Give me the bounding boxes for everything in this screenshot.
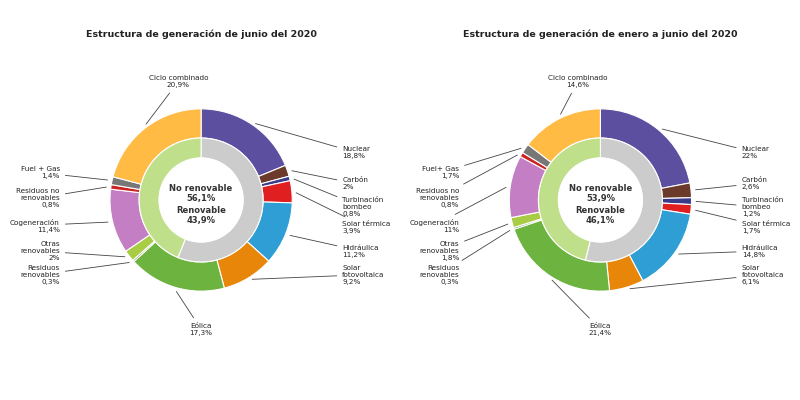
Wedge shape: [217, 242, 269, 288]
Text: Fuel+ Gas
1,7%: Fuel+ Gas 1,7%: [422, 148, 521, 179]
Wedge shape: [520, 153, 547, 170]
Text: Hidráulica
11,2%: Hidráulica 11,2%: [290, 235, 379, 258]
Wedge shape: [258, 165, 289, 184]
Text: Solar
fotovoltaica
6,1%: Solar fotovoltaica 6,1%: [630, 265, 784, 289]
Text: Ciclo combinado
14,6%: Ciclo combinado 14,6%: [548, 75, 607, 114]
Wedge shape: [601, 109, 690, 188]
Wedge shape: [606, 255, 642, 291]
Text: Eólica
17,3%: Eólica 17,3%: [177, 292, 213, 336]
Wedge shape: [528, 109, 601, 162]
Text: Otras
renovables
2%: Otras renovables 2%: [20, 241, 125, 261]
Wedge shape: [126, 235, 154, 260]
Wedge shape: [514, 220, 610, 291]
Text: No renovable: No renovable: [170, 184, 233, 193]
Text: Residuos
renovables
0,3%: Residuos renovables 0,3%: [419, 230, 510, 285]
Text: Solar térmica
3,9%: Solar térmica 3,9%: [296, 193, 390, 234]
Circle shape: [159, 158, 243, 242]
Text: Cogeneración
11,4%: Cogeneración 11,4%: [10, 218, 108, 232]
Text: Hidráulica
14,8%: Hidráulica 14,8%: [678, 244, 778, 258]
Text: Turbinación
bombeo
1,2%: Turbinación bombeo 1,2%: [696, 197, 783, 217]
Text: No renovable: No renovable: [569, 184, 632, 193]
Text: Nuclear
18,8%: Nuclear 18,8%: [255, 124, 370, 159]
Text: 56,1%: 56,1%: [186, 194, 216, 203]
Text: Solar térmica
1,7%: Solar térmica 1,7%: [695, 210, 790, 234]
Text: Cogeneración
11%: Cogeneración 11%: [410, 187, 506, 232]
Text: Residuos no
renovables
0,8%: Residuos no renovables 0,8%: [17, 187, 106, 208]
Text: Nuclear
22%: Nuclear 22%: [662, 129, 770, 159]
Text: 46,1%: 46,1%: [586, 216, 615, 224]
Text: Residuos no
renovables
0,8%: Residuos no renovables 0,8%: [416, 155, 518, 208]
Text: 53,9%: 53,9%: [586, 194, 615, 203]
Text: Otras
renovables
1,8%: Otras renovables 1,8%: [419, 224, 508, 261]
Wedge shape: [630, 210, 690, 281]
Text: 43,9%: 43,9%: [186, 216, 215, 224]
Text: Ciclo combinado
20,9%: Ciclo combinado 20,9%: [146, 75, 208, 124]
Wedge shape: [514, 219, 542, 229]
Text: Fuel + Gas
1,4%: Fuel + Gas 1,4%: [21, 166, 107, 180]
Wedge shape: [511, 212, 542, 228]
Wedge shape: [522, 145, 551, 168]
Text: Residuos
renovables
0,3%: Residuos renovables 0,3%: [20, 262, 130, 285]
Wedge shape: [133, 241, 155, 262]
Wedge shape: [510, 157, 546, 218]
Circle shape: [558, 158, 642, 242]
Wedge shape: [113, 109, 201, 184]
Wedge shape: [662, 183, 691, 198]
Wedge shape: [134, 242, 224, 291]
Wedge shape: [110, 185, 140, 193]
Wedge shape: [178, 138, 263, 262]
Text: Solar
fotovoltaica
9,2%: Solar fotovoltaica 9,2%: [252, 265, 385, 285]
Wedge shape: [261, 176, 290, 187]
Wedge shape: [586, 138, 662, 262]
Wedge shape: [662, 198, 691, 204]
Text: Eólica
21,4%: Eólica 21,4%: [552, 280, 612, 336]
Title: Estructura de generación de enero a junio del 2020: Estructura de generación de enero a juni…: [463, 29, 738, 39]
Text: Renovable: Renovable: [575, 206, 626, 214]
Wedge shape: [247, 202, 292, 261]
Text: Turbinación
bombeo
0,8%: Turbinación bombeo 0,8%: [294, 179, 383, 217]
Title: Estructura de generación de junio del 2020: Estructura de generación de junio del 20…: [86, 29, 317, 39]
Wedge shape: [111, 177, 141, 190]
Text: Renovable: Renovable: [176, 206, 226, 214]
Wedge shape: [662, 203, 691, 214]
Wedge shape: [201, 109, 286, 176]
Wedge shape: [139, 138, 201, 258]
Wedge shape: [110, 189, 150, 251]
Text: Carbón
2%: Carbón 2%: [292, 171, 368, 190]
Wedge shape: [538, 138, 601, 260]
Text: Carbón
2,6%: Carbón 2,6%: [695, 177, 767, 190]
Wedge shape: [262, 181, 292, 203]
